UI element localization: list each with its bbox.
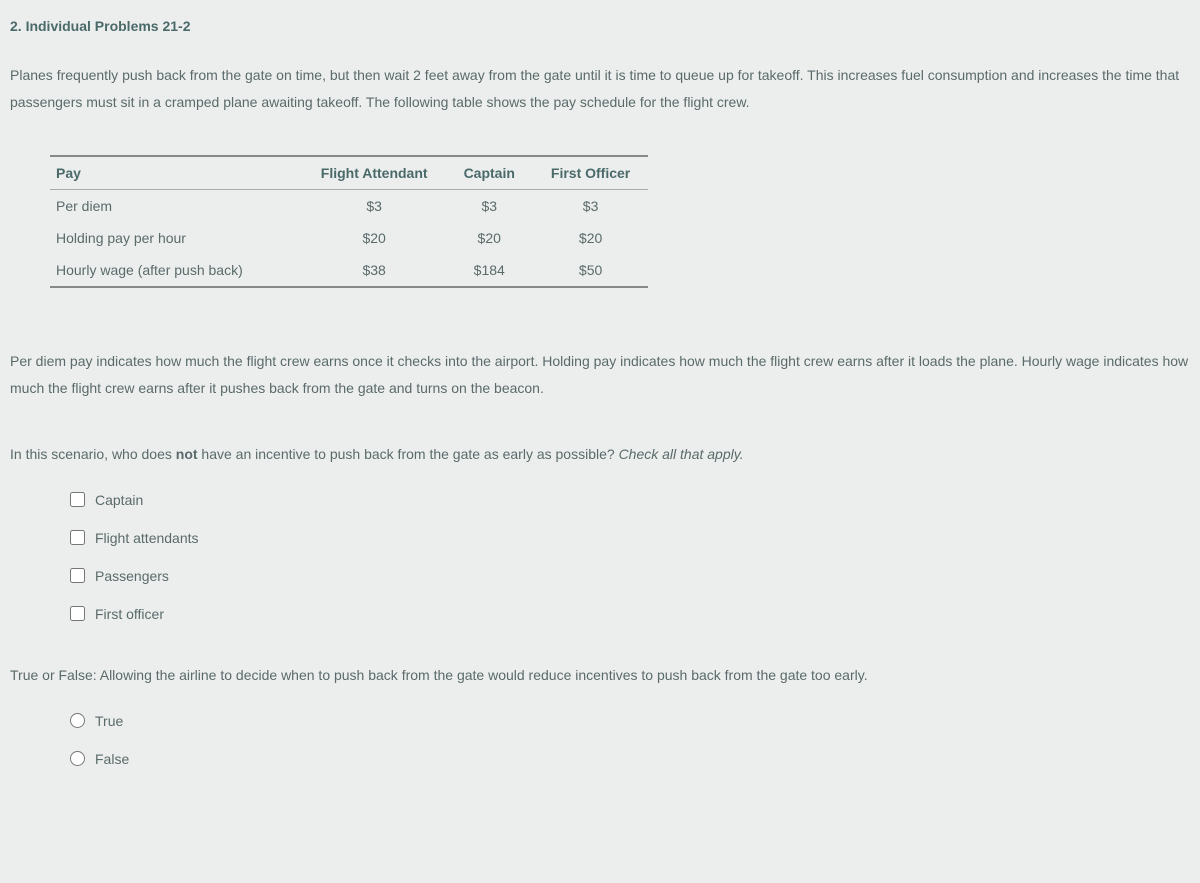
explanation-paragraph: Per diem pay indicates how much the flig… xyxy=(10,348,1190,401)
pay-table-wrap: Pay Flight Attendant Captain First Offic… xyxy=(50,155,1190,288)
table-cell: $3 xyxy=(303,190,446,223)
col-header: Pay xyxy=(50,156,303,190)
table-cell: $50 xyxy=(533,254,648,287)
table-cell: Holding pay per hour xyxy=(50,222,303,254)
checkbox-captain[interactable] xyxy=(70,492,85,507)
question-1: In this scenario, who does not have an i… xyxy=(10,441,1190,468)
q1-options: Captain Flight attendants Passengers Fir… xyxy=(70,492,1190,622)
q1-text-pre: In this scenario, who does xyxy=(10,446,176,462)
option-label: First officer xyxy=(95,606,164,622)
table-cell: $20 xyxy=(533,222,648,254)
table-header-row: Pay Flight Attendant Captain First Offic… xyxy=(50,156,648,190)
checkbox-first-officer[interactable] xyxy=(70,606,85,621)
option-false[interactable]: False xyxy=(70,751,1190,767)
option-label: Captain xyxy=(95,492,143,508)
q2-options: True False xyxy=(70,713,1190,767)
table-cell: $184 xyxy=(446,254,533,287)
option-captain[interactable]: Captain xyxy=(70,492,1190,508)
question-2: True or False: Allowing the airline to d… xyxy=(10,662,1190,689)
option-label: False xyxy=(95,751,129,767)
table-cell: Per diem xyxy=(50,190,303,223)
table-cell: $3 xyxy=(446,190,533,223)
table-row: Hourly wage (after push back) $38 $184 $… xyxy=(50,254,648,287)
radio-false[interactable] xyxy=(70,751,85,766)
option-label: Passengers xyxy=(95,568,169,584)
radio-true[interactable] xyxy=(70,713,85,728)
option-first-officer[interactable]: First officer xyxy=(70,606,1190,622)
table-cell: $20 xyxy=(446,222,533,254)
table-cell: $20 xyxy=(303,222,446,254)
option-passengers[interactable]: Passengers xyxy=(70,568,1190,584)
q1-text-post: have an incentive to push back from the … xyxy=(198,446,619,462)
option-label: True xyxy=(95,713,123,729)
col-header: First Officer xyxy=(533,156,648,190)
col-header: Flight Attendant xyxy=(303,156,446,190)
checkbox-flight-attendants[interactable] xyxy=(70,530,85,545)
q1-hint: Check all that apply. xyxy=(619,446,744,462)
pay-table: Pay Flight Attendant Captain First Offic… xyxy=(50,155,648,288)
table-row: Per diem $3 $3 $3 xyxy=(50,190,648,223)
table-row: Holding pay per hour $20 $20 $20 xyxy=(50,222,648,254)
option-true[interactable]: True xyxy=(70,713,1190,729)
table-cell: $3 xyxy=(533,190,648,223)
option-flight-attendants[interactable]: Flight attendants xyxy=(70,530,1190,546)
checkbox-passengers[interactable] xyxy=(70,568,85,583)
table-cell: Hourly wage (after push back) xyxy=(50,254,303,287)
intro-paragraph: Planes frequently push back from the gat… xyxy=(10,62,1190,115)
table-cell: $38 xyxy=(303,254,446,287)
q1-text-bold: not xyxy=(176,446,198,462)
col-header: Captain xyxy=(446,156,533,190)
problem-title: 2. Individual Problems 21-2 xyxy=(10,18,1190,34)
option-label: Flight attendants xyxy=(95,530,199,546)
